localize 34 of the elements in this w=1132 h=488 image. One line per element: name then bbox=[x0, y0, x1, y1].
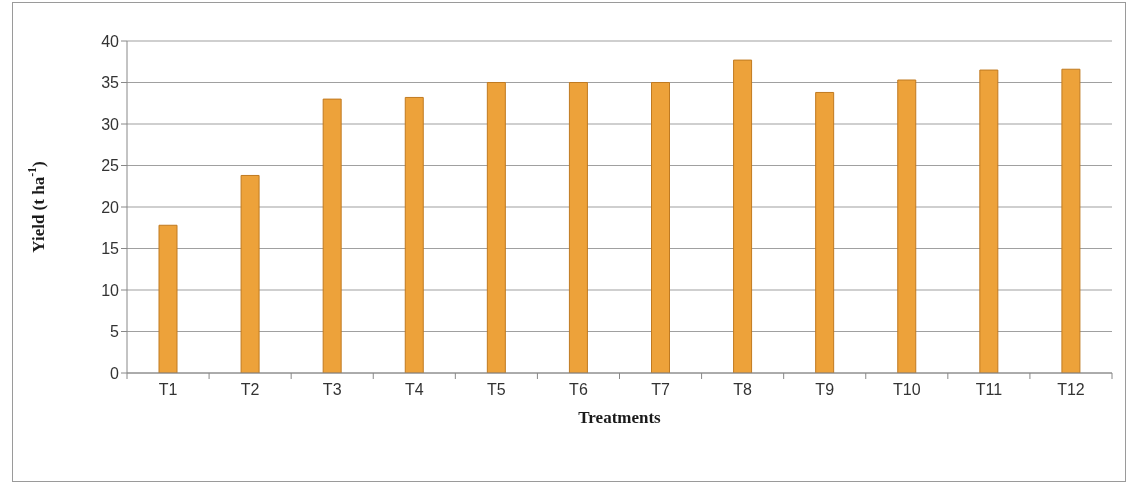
x-axis-title: Treatments bbox=[578, 407, 662, 427]
y-tick-label: 15 bbox=[101, 240, 120, 258]
bar bbox=[1061, 68, 1081, 373]
y-tick-label: 40 bbox=[101, 32, 120, 50]
bar bbox=[322, 98, 342, 373]
y-tick-label: 25 bbox=[101, 157, 120, 175]
bar bbox=[240, 174, 260, 373]
bar bbox=[733, 59, 753, 373]
bar bbox=[651, 82, 670, 373]
x-tick-label: T4 bbox=[404, 381, 424, 399]
x-tick-label: T11 bbox=[975, 381, 1003, 399]
y-tick-label: 20 bbox=[101, 198, 120, 216]
bar bbox=[404, 96, 424, 373]
bar bbox=[486, 82, 506, 373]
x-tick-label: T12 bbox=[1057, 381, 1085, 399]
y-tick-label: 30 bbox=[101, 115, 120, 133]
x-tick-label: T3 bbox=[322, 381, 342, 399]
x-tick-label: T1 bbox=[158, 381, 178, 399]
bar bbox=[568, 82, 588, 373]
x-tick-label: T5 bbox=[487, 381, 506, 399]
x-tick-label: T2 bbox=[240, 381, 260, 399]
x-tick-label: T10 bbox=[893, 381, 921, 399]
bar bbox=[979, 69, 999, 373]
bar bbox=[158, 224, 178, 373]
y-tick-label: 0 bbox=[110, 364, 120, 382]
bar bbox=[897, 79, 917, 373]
x-tick-label: T6 bbox=[569, 381, 588, 399]
y-tick-label: 10 bbox=[101, 281, 120, 299]
bar bbox=[815, 91, 835, 373]
y-tick-label: 35 bbox=[101, 74, 120, 92]
x-tick-label: T8 bbox=[733, 381, 753, 399]
x-tick-label: T9 bbox=[815, 381, 835, 399]
x-tick-label: T7 bbox=[651, 381, 670, 399]
y-tick-label: 5 bbox=[110, 323, 120, 341]
